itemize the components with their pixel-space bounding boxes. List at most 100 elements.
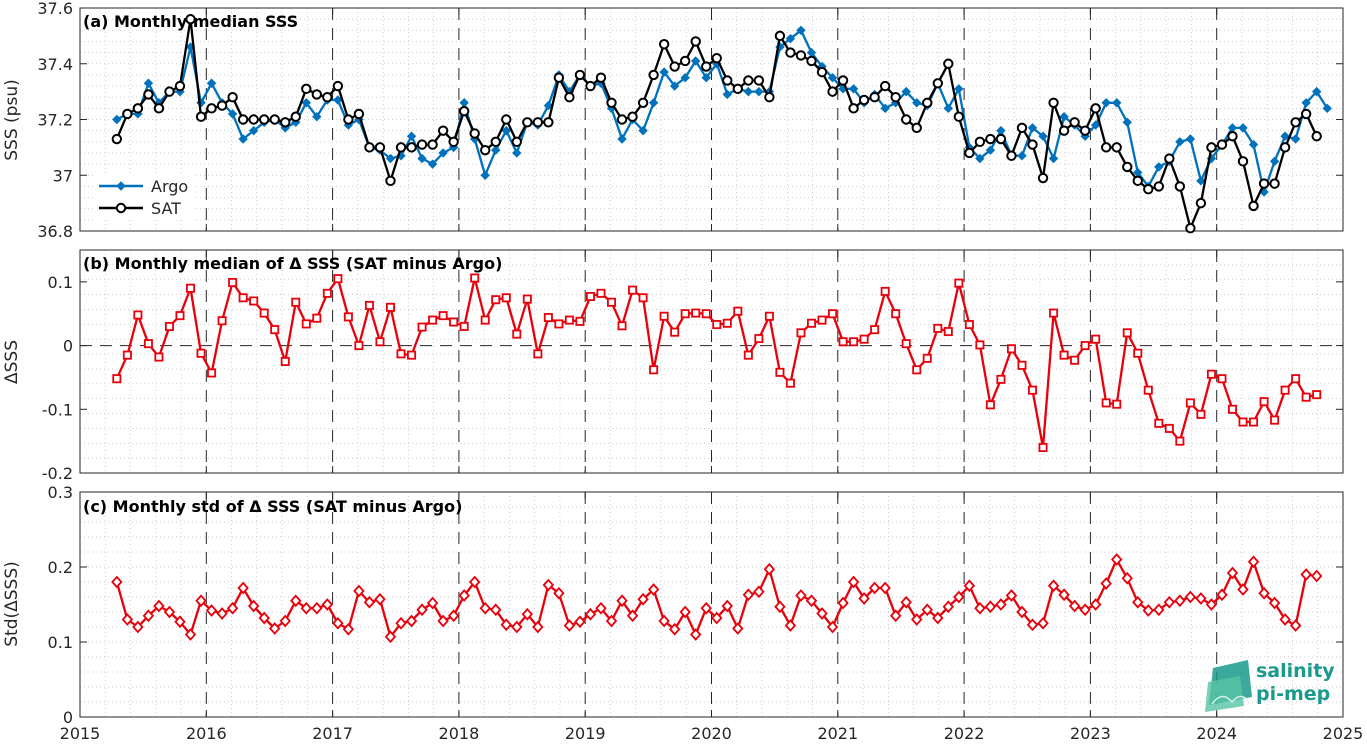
data-point <box>868 581 881 595</box>
data-point <box>1121 571 1133 585</box>
data-point <box>764 92 775 103</box>
data-point <box>1142 604 1155 617</box>
data-point <box>658 39 670 50</box>
data-point <box>332 616 344 630</box>
data-point <box>617 134 627 144</box>
data-point <box>533 349 543 359</box>
data-point <box>901 339 911 349</box>
data-point <box>111 133 123 145</box>
data-point <box>637 592 649 606</box>
data-point <box>1154 418 1164 428</box>
data-point <box>311 89 323 100</box>
data-point <box>563 619 576 632</box>
data-point <box>153 599 165 613</box>
logo-text-pi-mep: pi-mep <box>1256 683 1330 705</box>
data-point <box>1185 223 1196 234</box>
data-point <box>248 114 259 125</box>
data-point <box>690 36 701 47</box>
data-point <box>932 611 944 625</box>
logo-text-salinity: salinity <box>1256 660 1335 682</box>
data-point <box>301 319 311 329</box>
data-point <box>1112 399 1122 409</box>
data-point <box>395 142 407 153</box>
data-point <box>186 283 196 293</box>
panel-a-plot: 36.8 37 37.2 37.4 37.6 <box>37 0 1344 241</box>
data-point <box>985 400 995 410</box>
data-point <box>1132 175 1143 187</box>
data-point <box>406 131 417 141</box>
data-point <box>953 590 965 604</box>
logo-emblem-mid <box>1205 676 1244 712</box>
data-point <box>269 114 280 125</box>
data-point <box>827 86 838 97</box>
data-point <box>1206 142 1217 153</box>
data-point <box>311 601 323 615</box>
data-point <box>511 620 523 634</box>
data-point <box>1058 588 1070 602</box>
data-point <box>142 609 155 623</box>
data-point <box>1279 613 1291 626</box>
data-point <box>469 128 480 139</box>
panel-a-ylabel: SSS (psu) <box>2 79 22 160</box>
data-point <box>817 315 827 325</box>
data-point <box>564 315 574 325</box>
data-point <box>1049 308 1059 318</box>
data-point <box>1269 178 1280 189</box>
y-tick-label: 37 <box>53 166 73 185</box>
data-point <box>490 136 501 148</box>
data-point <box>480 315 490 325</box>
data-point <box>574 69 586 81</box>
data-point <box>1195 197 1207 209</box>
data-point <box>1016 122 1028 134</box>
data-point <box>512 148 522 158</box>
data-point <box>1311 131 1322 142</box>
data-point <box>849 337 859 347</box>
data-point <box>426 596 439 610</box>
y-tick-label: 37.2 <box>37 111 73 130</box>
data-point <box>280 356 290 366</box>
data-point <box>890 92 901 103</box>
logo-emblem-wave <box>1211 695 1249 705</box>
data-point <box>670 327 680 337</box>
data-point <box>680 72 690 83</box>
data-point <box>690 628 702 641</box>
data-point <box>195 594 207 608</box>
data-point <box>1059 112 1069 122</box>
data-point <box>437 614 449 628</box>
data-point <box>333 274 343 284</box>
data-point <box>1280 385 1290 395</box>
data-point <box>1101 98 1111 108</box>
data-point <box>775 367 785 377</box>
data-point <box>1006 344 1016 354</box>
data-point <box>1301 98 1311 108</box>
data-point <box>995 133 1007 145</box>
data-point <box>438 148 448 158</box>
data-point <box>606 97 617 108</box>
data-point <box>501 114 512 125</box>
data-point <box>237 114 249 125</box>
legend-argo-label: Argo <box>151 177 188 196</box>
data-point <box>985 145 996 155</box>
data-point <box>628 285 638 295</box>
data-point <box>217 316 227 326</box>
data-point <box>184 628 197 641</box>
data-point <box>385 153 396 164</box>
data-point <box>258 114 270 125</box>
data-point <box>164 321 174 331</box>
data-point <box>227 92 238 103</box>
data-point <box>1196 409 1206 419</box>
data-point <box>1122 117 1132 127</box>
data-point <box>785 378 795 388</box>
data-point <box>975 153 985 164</box>
data-point <box>291 297 301 307</box>
data-point <box>648 69 659 81</box>
legend-argo-marker <box>116 181 126 191</box>
salinity-pi-mep-logo: salinity pi-mep <box>1205 660 1335 712</box>
legend-sat-label: SAT <box>151 199 181 218</box>
data-point <box>143 339 153 349</box>
data-point <box>943 327 953 337</box>
data-point <box>385 175 396 187</box>
data-point <box>626 609 639 623</box>
x-tick-label: 2022 <box>944 724 985 743</box>
